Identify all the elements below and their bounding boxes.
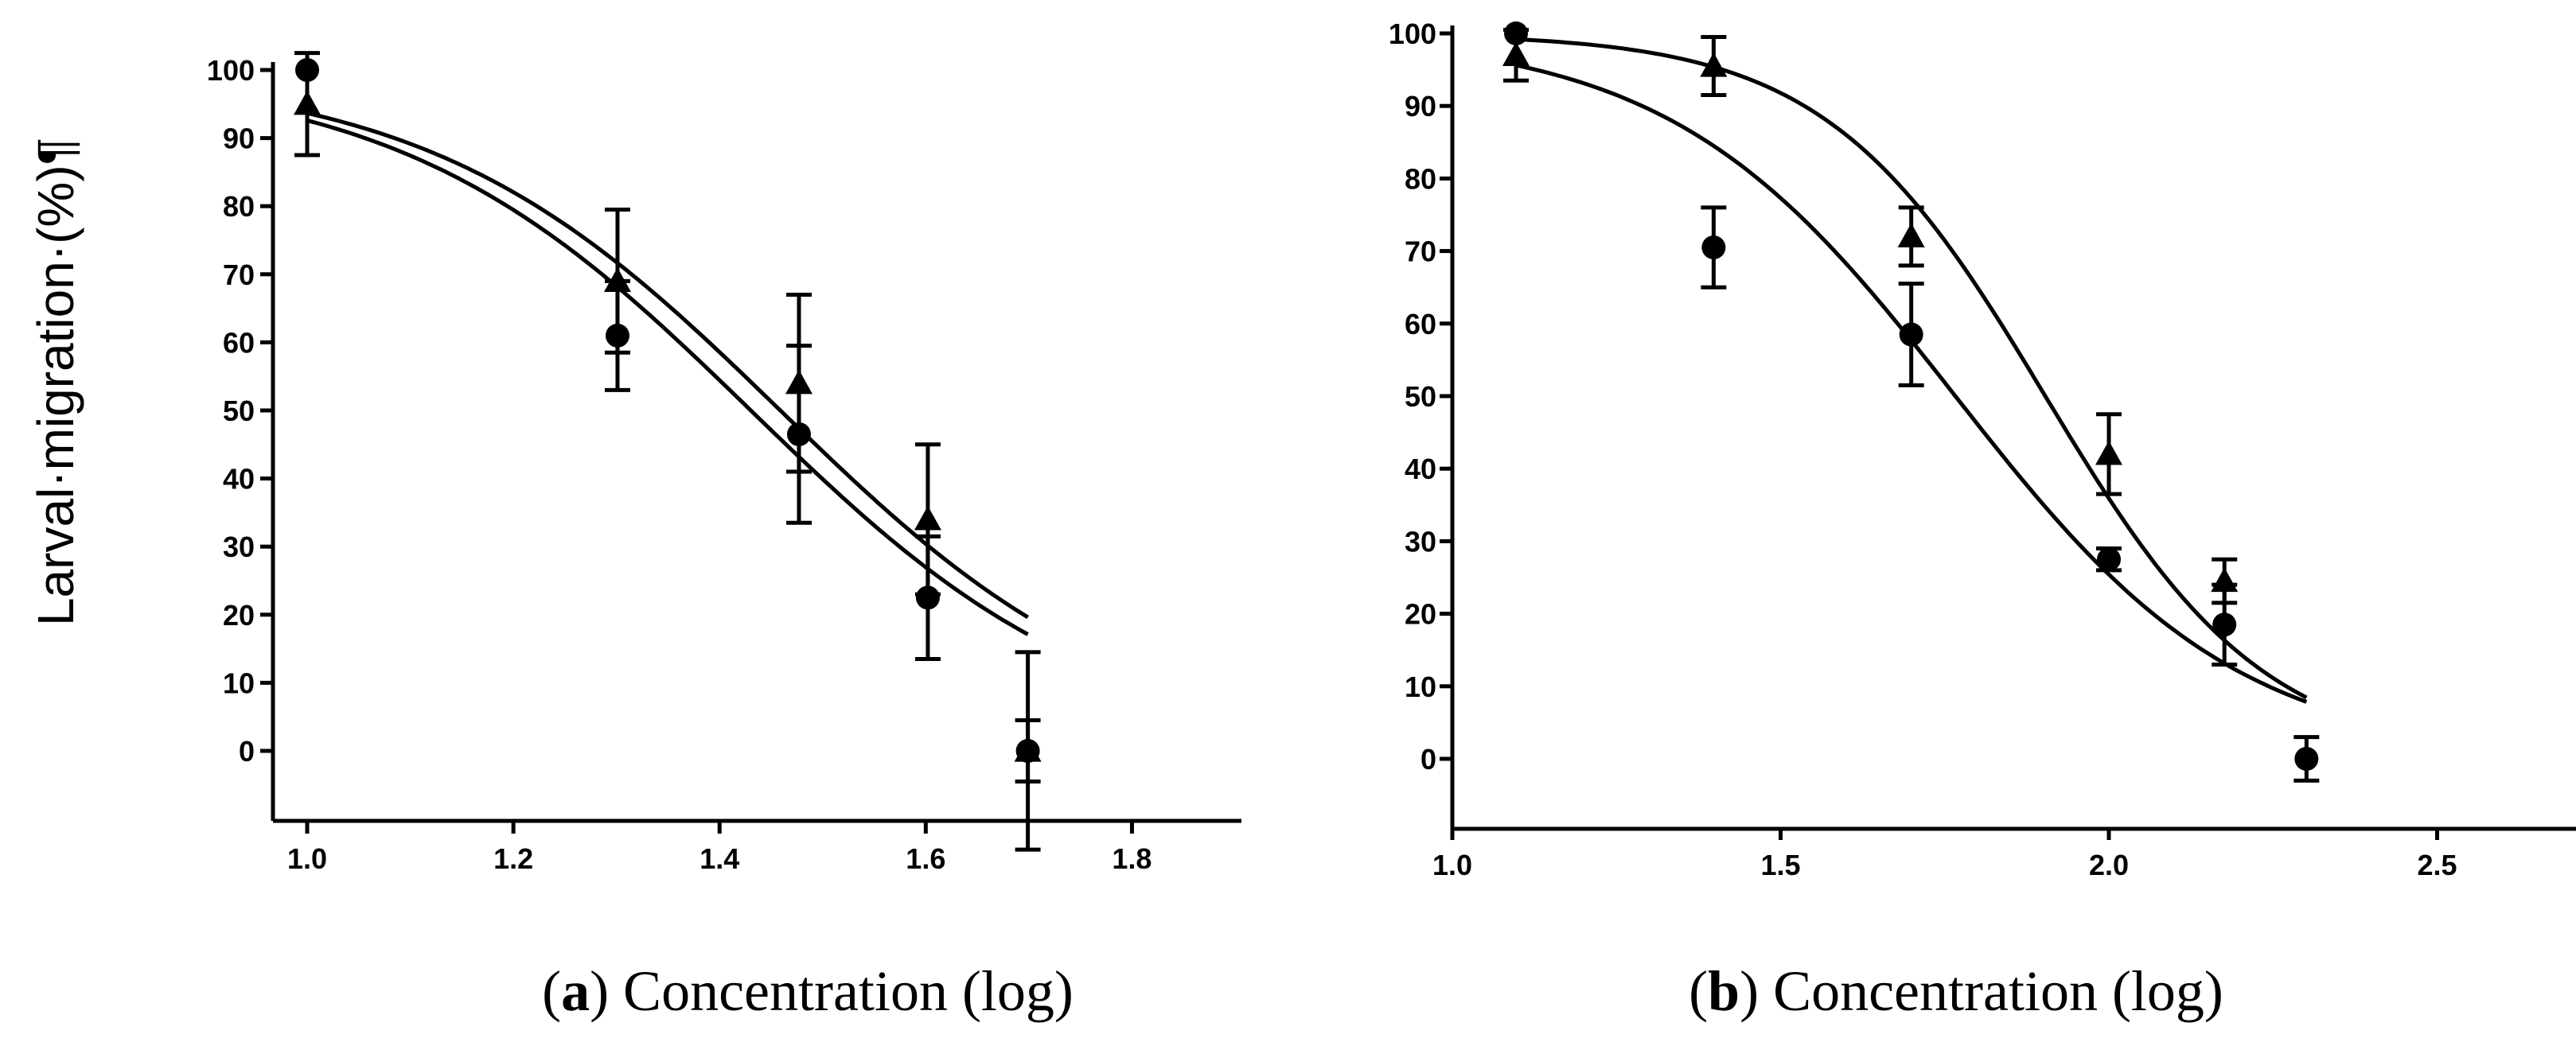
panel-b-caption-text: ) Concentration (log) — [1740, 959, 2223, 1023]
y-axis-label: Larval·migration·(%)¶ — [27, 138, 84, 626]
y-tick-label: 70 — [223, 259, 255, 291]
x-tick-label: 1.2 — [493, 842, 533, 875]
x-tick-label: 1.4 — [700, 842, 739, 875]
x-tick-label: 1.8 — [1112, 842, 1152, 875]
panel-a-chart: Larval·migration·(%)¶ 0 10 20 30 40 50 60 70 80 9… — [27, 51, 1241, 1023]
panel-b-data-points — [1502, 21, 2320, 783]
triangle-point — [1897, 223, 1925, 247]
panel-b-chart: 0 10 20 30 40 50 60 70 80 90 100 1.0 1.5 2.0 2.5 (b) C… — [1389, 17, 2576, 1023]
y-tick-label: 0 — [1421, 743, 1436, 776]
panel-a-data-points — [294, 51, 1042, 852]
circle-point — [2294, 747, 2319, 771]
circle-point — [2097, 547, 2121, 572]
triangle-point — [1502, 41, 1530, 66]
y-tick-label: 80 — [1405, 162, 1436, 195]
y-tick-label: 40 — [223, 463, 255, 496]
y-tick-label: 30 — [1405, 525, 1436, 558]
y-tick-label: 100 — [207, 54, 255, 87]
panel-a-letter: a — [561, 959, 590, 1023]
panel-a-caption-text: ) Concentration (log) — [590, 959, 1074, 1023]
triangle-point — [2095, 440, 2122, 465]
x-tick-label: 2.0 — [2089, 849, 2129, 881]
y-tick-label: 60 — [1405, 308, 1436, 340]
y-tick-label: 20 — [223, 599, 255, 632]
y-tick-label: 100 — [1389, 17, 1436, 50]
y-tick-label: 80 — [223, 190, 255, 223]
triangle-point — [603, 267, 631, 292]
y-tick-label: 70 — [1405, 235, 1436, 268]
triangle-point — [914, 505, 941, 531]
y-tick-label: 90 — [223, 122, 255, 155]
triangle-point — [294, 90, 321, 115]
x-tick-label: 1.0 — [287, 842, 327, 875]
panel-b-letter: b — [1708, 959, 1740, 1023]
y-tick-label: 60 — [223, 326, 255, 359]
y-tick-label: 50 — [223, 395, 255, 427]
panel-a-axes: 0 10 20 30 40 50 60 70 80 90 100 1.0 1.2 1.4 1.6 1.8 — [207, 54, 1241, 875]
triangle-fit-curve — [1515, 37, 2308, 700]
circle-point — [915, 585, 940, 610]
panel-b-axes: 0 10 20 30 40 50 60 70 80 90 100 1.0 1.5 2.0 2.5 — [1389, 17, 2576, 881]
triangle-point — [1700, 52, 1728, 77]
circle-fit-curve — [306, 118, 1029, 636]
triangle-point — [1014, 737, 1042, 762]
panel-a-caption: (a) Concentration (log) — [542, 959, 1074, 1023]
triangle-point — [2211, 567, 2239, 593]
circle-point — [1701, 235, 1726, 260]
x-tick-label: 1.0 — [1432, 849, 1472, 881]
y-tick-label: 50 — [1405, 380, 1436, 413]
y-tick-label: 20 — [1405, 598, 1436, 631]
x-tick-label: 2.5 — [2417, 849, 2457, 881]
y-tick-label: 40 — [1405, 453, 1436, 485]
y-tick-label: 10 — [223, 667, 255, 699]
y-tick-label: 90 — [1405, 90, 1436, 122]
x-tick-label: 1.6 — [906, 842, 945, 875]
y-tick-label: 0 — [239, 735, 255, 768]
triangle-fit-curve — [306, 111, 1029, 620]
circle-point — [1899, 322, 1923, 347]
triangle-point — [785, 369, 813, 395]
panel-b-caption: (b) Concentration (log) — [1689, 959, 2223, 1023]
x-tick-label: 1.5 — [1760, 849, 1800, 881]
y-tick-label: 30 — [223, 531, 255, 563]
circle-point — [2212, 612, 2237, 637]
y-tick-label: 10 — [1405, 671, 1436, 703]
panel-a-fit-curves — [306, 111, 1029, 636]
